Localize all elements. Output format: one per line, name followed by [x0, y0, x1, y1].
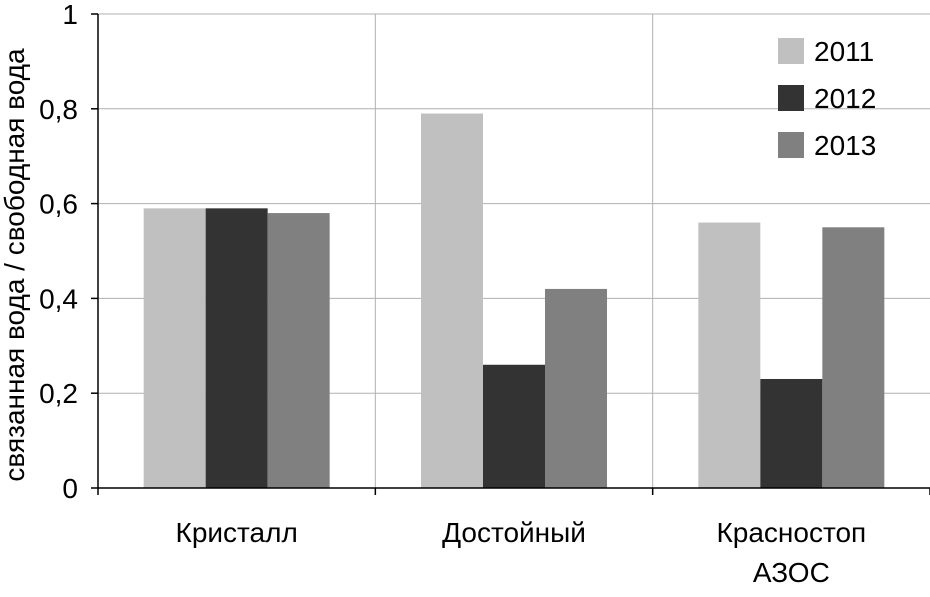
x-category-label: АЗОС [753, 557, 830, 588]
legend-label-2012: 2012 [814, 83, 876, 114]
y-tick-label: 1 [62, 0, 78, 30]
y-axis-title: связанная вода / свободная вода [0, 48, 30, 482]
legend: 2011 2012 2013 [778, 36, 876, 161]
x-category-label: Достойный [442, 517, 586, 548]
bar-2012-1 [483, 364, 545, 488]
x-category-label: Красностоп [716, 517, 866, 548]
y-tick-label: 0,8 [39, 94, 78, 125]
y-tick-label: 0,4 [39, 283, 78, 314]
x-category-label: Кристалл [176, 517, 298, 548]
bars-layer [143, 113, 885, 489]
bar-2011-1 [421, 113, 483, 488]
bar-2012-2 [760, 378, 823, 488]
bar-2013-0 [267, 213, 330, 488]
y-tick-label: 0,2 [39, 378, 78, 409]
bar-2013-1 [545, 288, 607, 488]
legend-label-2013: 2013 [814, 130, 876, 161]
legend-label-2011: 2011 [814, 36, 874, 67]
bar-2011-2 [698, 222, 761, 488]
y-tick-label: 0,6 [39, 189, 78, 220]
bar-2013-2 [822, 227, 885, 489]
axis-layer: 0 0,2 0,4 0,6 0,8 1 Кристалл Достойный Красносто… [39, 0, 930, 588]
bar-2012-0 [205, 208, 268, 488]
legend-swatch-2011 [778, 38, 804, 64]
bar-2011-0 [143, 208, 206, 488]
legend-swatch-2012 [778, 85, 804, 111]
legend-swatch-2013 [778, 132, 804, 158]
y-tick-label: 0 [62, 473, 78, 504]
